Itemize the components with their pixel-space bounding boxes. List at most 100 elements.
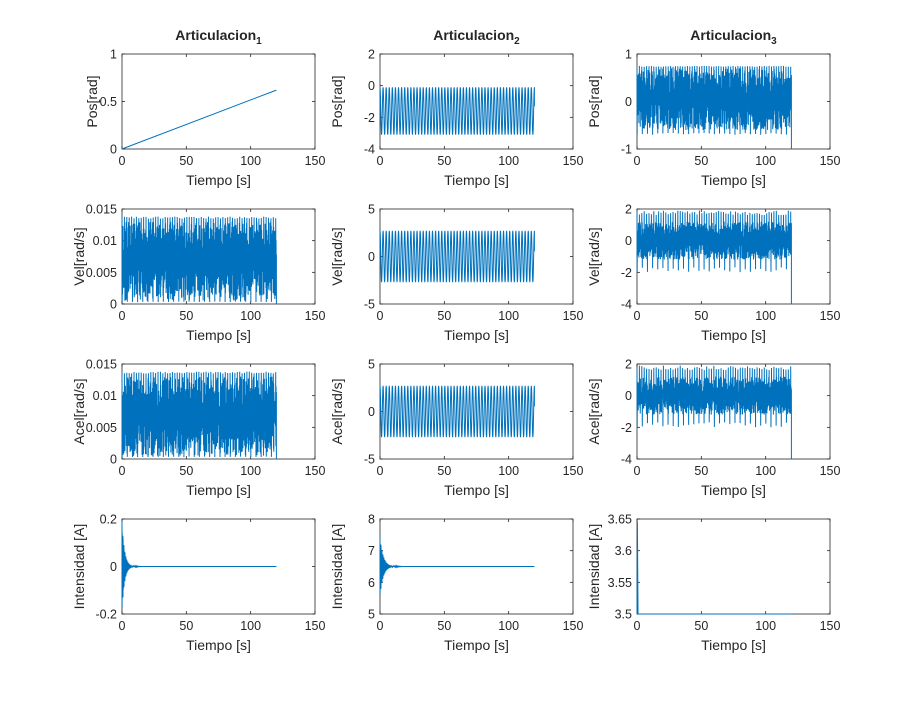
x-tick-label: 50 [437, 464, 451, 478]
y-tick-label: -4 [364, 143, 375, 157]
y-tick-label: 5 [368, 203, 375, 217]
y-tick-label: -2 [364, 111, 375, 125]
y-tick-label: 2 [625, 358, 632, 372]
x-tick-label: 100 [240, 464, 261, 478]
y-tick-label: -2 [621, 421, 632, 435]
subplot-r1-c1: 0 50 100 150 0 0.5 1 Tiempo [s] Pos[rad] Articula… [84, 27, 325, 188]
y-tick-label: 2 [368, 48, 375, 62]
x-tick-label: 50 [437, 154, 451, 168]
subplot-r3-c1: 0 50 100 150 0 0.005 0.01 0.015 Tiempo [s] Acel[r… [71, 358, 325, 499]
y-tick-label: 3.6 [615, 544, 632, 558]
series-line [121, 216, 277, 304]
x-tick-label: 150 [563, 309, 584, 323]
x-tick-label: 150 [305, 154, 326, 168]
y-tick-label: 0 [625, 389, 632, 403]
x-tick-label: 100 [755, 309, 776, 323]
y-tick-label: 0.01 [93, 389, 117, 403]
y-axis-label: Vel[rad/s] [329, 227, 345, 285]
axes-box [121, 53, 316, 150]
x-tick-label: 100 [240, 619, 261, 633]
series-line [121, 89, 277, 150]
x-tick-label: 100 [498, 154, 519, 168]
x-tick-label: 0 [119, 619, 126, 633]
y-tick-label: 3.65 [608, 513, 632, 527]
y-tick-label: 0 [368, 250, 375, 264]
x-axis-label: Tiempo [s] [444, 637, 509, 653]
x-axis-label: Tiempo [s] [444, 327, 509, 343]
y-tick-label: 0.2 [100, 513, 117, 527]
subplot-title: Articulacion3 [690, 27, 777, 47]
y-tick-label: 0 [110, 143, 117, 157]
x-tick-label: 150 [305, 309, 326, 323]
y-axis-label: Vel[rad/s] [71, 227, 87, 285]
x-tick-label: 50 [694, 619, 708, 633]
y-tick-label: 6 [368, 576, 375, 590]
x-tick-label: 50 [179, 309, 193, 323]
x-tick-label: 150 [563, 619, 584, 633]
x-tick-label: 0 [377, 619, 384, 633]
x-tick-label: 150 [820, 154, 841, 168]
subplot-r2-c1: 0 50 100 150 0 0.005 0.01 0.015 Tiempo [s] Vel[ra… [71, 203, 325, 344]
y-tick-label: 7 [368, 544, 375, 558]
y-tick-label: 1 [625, 48, 632, 62]
x-tick-label: 150 [820, 464, 841, 478]
x-axis-label: Tiempo [s] [186, 327, 251, 343]
y-axis-label: Intensidad [A] [586, 524, 602, 610]
y-tick-label: 3.5 [615, 608, 632, 622]
subplot-r1-c2: 0 50 100 150 -4 -2 0 2 Tiempo [s] Pos[rad] Articul… [329, 27, 583, 188]
subplot-r4-c2: 0 50 100 150 5 6 7 8 Tiempo [s] Intensidad [A] [329, 513, 583, 654]
y-tick-label: 0 [110, 298, 117, 312]
x-tick-label: 0 [634, 464, 641, 478]
x-axis-label: Tiempo [s] [701, 327, 766, 343]
series-line [379, 536, 535, 595]
x-tick-label: 50 [179, 154, 193, 168]
x-tick-label: 150 [563, 154, 584, 168]
x-tick-label: 50 [694, 464, 708, 478]
y-tick-label: 5 [368, 358, 375, 372]
y-tick-label: 3.55 [608, 576, 632, 590]
y-tick-label: 0.005 [86, 266, 117, 280]
y-axis-label: Pos[rad] [586, 75, 602, 127]
y-axis-label: Vel[rad/s] [586, 227, 602, 285]
y-tick-label: -5 [364, 298, 375, 312]
x-tick-label: 0 [119, 154, 126, 168]
x-tick-label: 0 [634, 309, 641, 323]
x-tick-label: 150 [820, 619, 841, 633]
x-tick-label: 50 [694, 309, 708, 323]
y-axis-label: Intensidad [A] [71, 524, 87, 610]
x-axis-label: Tiempo [s] [186, 172, 251, 188]
x-axis-label: Tiempo [s] [186, 637, 251, 653]
y-axis-label: Acel[rad/s] [586, 378, 602, 444]
subplot-r4-c3: 0 50 100 150 3.5 3.55 3.6 3.65 Tiempo [s] Intensi… [586, 513, 840, 654]
x-tick-label: 100 [498, 464, 519, 478]
x-tick-label: 0 [377, 154, 384, 168]
x-axis-label: Tiempo [s] [444, 172, 509, 188]
x-tick-label: 50 [179, 464, 193, 478]
y-tick-label: 0.5 [100, 95, 117, 109]
x-tick-label: 0 [634, 154, 641, 168]
y-tick-label: 0 [625, 234, 632, 248]
x-tick-label: 0 [119, 464, 126, 478]
x-tick-label: 0 [377, 309, 384, 323]
x-axis-label: Tiempo [s] [701, 637, 766, 653]
x-tick-label: 150 [820, 309, 841, 323]
series-line [636, 522, 792, 615]
x-axis-label: Tiempo [s] [444, 482, 509, 498]
y-tick-label: 5 [368, 608, 375, 622]
y-tick-label: 0.01 [93, 234, 117, 248]
x-tick-label: 150 [563, 464, 584, 478]
subplot-r2-c3: 0 50 100 150 -4 -2 0 2 Tiempo [s] Vel[rad/s] [586, 203, 840, 344]
y-tick-label: -4 [621, 298, 632, 312]
x-tick-label: 50 [179, 619, 193, 633]
series-line [636, 65, 792, 149]
series-line [121, 371, 277, 459]
y-axis-label: Intensidad [A] [329, 524, 345, 610]
series-line [379, 385, 535, 438]
x-tick-label: 100 [240, 154, 261, 168]
x-tick-label: 100 [755, 154, 776, 168]
